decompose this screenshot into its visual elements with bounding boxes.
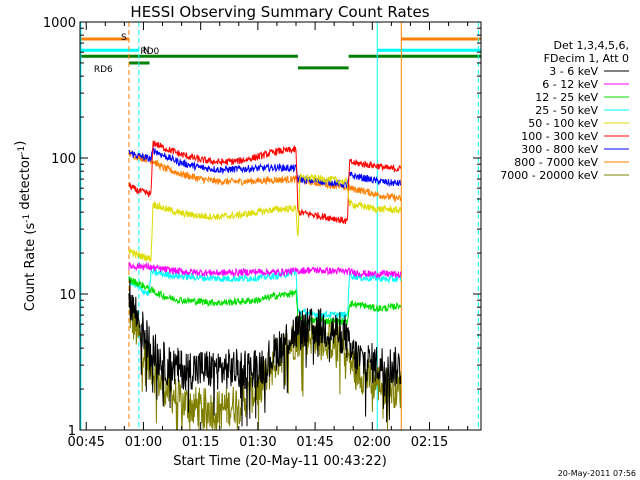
series-line (128, 140, 402, 225)
y-label-text: ) (13, 141, 28, 146)
series-line (128, 145, 402, 189)
state-bar-label: RD6 (94, 65, 113, 75)
legend-entry-label: 300 - 800 keV (521, 143, 598, 156)
date-stamp: 20-May-2011 07:56 (558, 469, 636, 478)
y-label-text: detector (18, 154, 33, 214)
y-tick-label: 1000 (43, 16, 76, 31)
x-tick-label: 01:45 (296, 435, 333, 450)
y-tick-label: 1 (68, 424, 76, 439)
legend-entry-label: 12 - 25 keV (535, 91, 598, 104)
series-line (128, 149, 402, 203)
series-line (128, 279, 402, 427)
legend: Det 1,3,4,5,6,FDecim 1, Att 03 - 6 keV6 … (500, 39, 629, 182)
legend-entry-label: 3 - 6 keV (549, 65, 598, 78)
series-line (128, 173, 402, 263)
legend-header: Det 1,3,4,5,6, (553, 39, 629, 52)
series-line (128, 267, 402, 321)
x-tick-label: 01:00 (125, 435, 162, 450)
y-axis-ticks: 1 10 100 1000 (43, 16, 481, 439)
y-tick-label: 10 (59, 288, 76, 303)
legend-entry-label: 800 - 7000 keV (514, 156, 598, 169)
state-bar-label: RD0 (140, 47, 159, 57)
legend-entry-label: 50 - 100 keV (528, 117, 598, 130)
y-label-text: Count Rate (s (23, 223, 38, 312)
state-bar-label: N (143, 46, 150, 56)
legend-entry-label: 7000 - 20000 keV (500, 169, 598, 182)
x-tick-label: 02:15 (411, 435, 448, 450)
legend-entry-label: 100 - 300 keV (521, 130, 598, 143)
y-axis-label: Count Rate (s-1 detector-1) (13, 141, 38, 312)
series-line (128, 276, 402, 327)
y-tick-label: 100 (51, 152, 76, 167)
y-label-superscript: -1 (22, 214, 32, 223)
x-axis-ticks: 00:45 01:00 01:15 01:30 01:45 02:00 02:15 (67, 22, 469, 450)
x-tick-label: 01:30 (239, 435, 276, 450)
series-line (128, 304, 402, 431)
legend-header: FDecim 1, Att 0 (544, 52, 629, 65)
x-tick-label: 02:00 (354, 435, 391, 450)
state-bar-label: S (121, 33, 127, 43)
series-line (128, 261, 402, 279)
x-tick-label: 00:45 (67, 435, 104, 450)
x-axis-label: Start Time (20-May-11 00:43:22) (173, 454, 387, 469)
legend-entry-label: 25 - 50 keV (535, 104, 598, 117)
y-label-superscript: -1 (17, 146, 27, 155)
x-tick-label: 01:15 (182, 435, 219, 450)
plot-frame (79, 21, 482, 431)
legend-entry-label: 6 - 12 keV (542, 78, 598, 91)
chart-title: HESSI Observing Summary Count Rates (130, 3, 429, 21)
